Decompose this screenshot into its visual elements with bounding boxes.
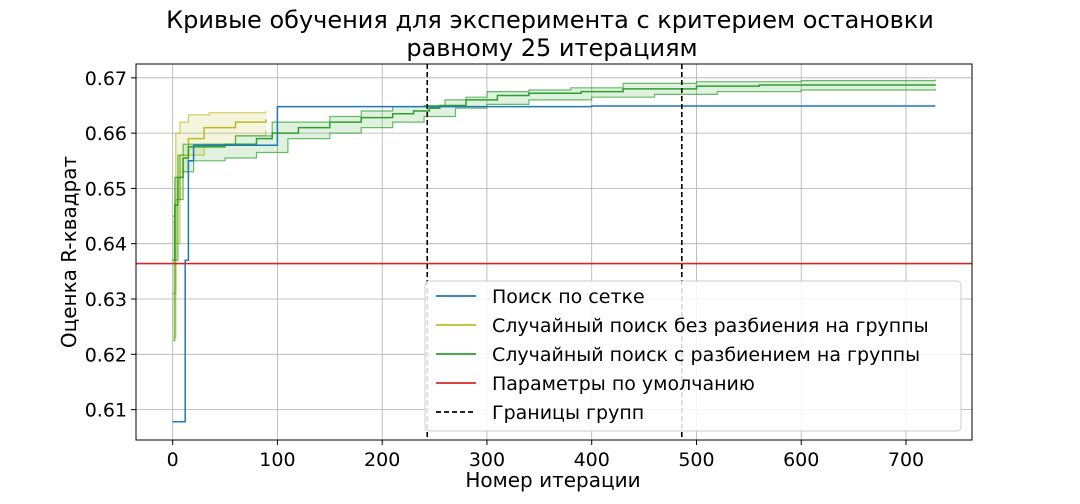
x-tick-label: 700: [888, 449, 924, 471]
x-axis-label: Номер итерации: [465, 468, 640, 492]
series-line: [172, 119, 267, 295]
confidence-band: [172, 111, 266, 338]
series-line: [172, 84, 937, 262]
legend: Поиск по сетке Случайный поиск без разбие…: [424, 280, 962, 432]
x-tick-label: 0: [167, 449, 179, 471]
x-tick-label: 200: [364, 449, 400, 471]
x-tick-label: 300: [469, 449, 505, 471]
band-upper-line: [172, 111, 267, 223]
y-tick-label: 0.65: [85, 178, 127, 200]
x-tick-label: 500: [678, 449, 714, 471]
x-tick-label: 100: [259, 449, 295, 471]
y-axis-label: Оценка R-квадрат: [57, 156, 81, 349]
y-tick-label: 0.61: [85, 400, 127, 422]
y-tick-label: 0.67: [85, 68, 127, 90]
axis-ticks: 0 100 200 300 400 500 600 700 0.61 0.62 0.63 0.64 0.…: [85, 68, 924, 471]
chart-title-line-2: равному 25 итерациям: [406, 34, 697, 62]
y-tick-label: 0.66: [85, 123, 127, 145]
legend-label: Случайный поиск с разбиением на группы: [492, 344, 920, 366]
y-tick-label: 0.64: [85, 234, 127, 256]
plot-frame: [135, 63, 973, 441]
legend-label: Границы групп: [492, 402, 644, 424]
y-tick-label: 0.62: [85, 344, 127, 366]
legend-box: [424, 280, 962, 432]
series-line: [172, 105, 936, 423]
legend-label: Поиск по сетке: [492, 286, 645, 308]
legend-label: Случайный поиск без разбиения на группы: [492, 315, 929, 337]
y-tick-label: 0.63: [85, 289, 127, 311]
band-lower-line: [172, 88, 936, 342]
legend-label: Параметры по умолчанию: [492, 373, 755, 395]
x-tick-label: 400: [574, 449, 610, 471]
x-tick-label: 600: [783, 449, 819, 471]
chart-title-line-1: Кривые обучения для эксперимента с крите…: [166, 6, 934, 34]
